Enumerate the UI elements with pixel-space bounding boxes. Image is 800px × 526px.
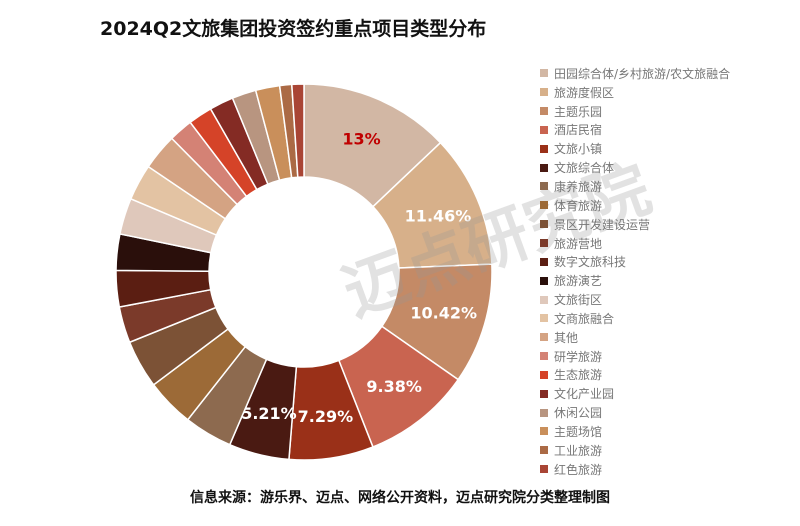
legend-label: 体育旅游 bbox=[554, 198, 603, 213]
legend-swatch bbox=[540, 276, 548, 285]
legend-item: 文商旅融合 bbox=[540, 309, 730, 328]
legend-swatch bbox=[540, 125, 548, 134]
legend-label: 文旅综合体 bbox=[554, 161, 615, 176]
legend-label: 红色旅游 bbox=[554, 462, 603, 477]
legend-label: 文商旅融合 bbox=[554, 311, 615, 326]
legend-swatch bbox=[540, 333, 548, 342]
legend-label: 其他 bbox=[554, 330, 579, 345]
legend-label: 田园综合体/乡村旅游/农文旅融合 bbox=[554, 66, 731, 81]
legend-item: 田园综合体/乡村旅游/农文旅融合 bbox=[540, 64, 730, 83]
legend-item: 生态旅游 bbox=[540, 366, 730, 385]
legend-label: 生态旅游 bbox=[554, 368, 603, 383]
legend-swatch bbox=[540, 408, 548, 417]
legend-item: 主题场馆 bbox=[540, 422, 730, 441]
legend-item: 景区开发建设运营 bbox=[540, 215, 730, 234]
legend-label: 酒店民宿 bbox=[554, 123, 603, 138]
legend-label: 旅游演艺 bbox=[554, 274, 603, 289]
legend-swatch bbox=[540, 88, 548, 97]
legend-label: 文旅小镇 bbox=[554, 142, 603, 157]
legend-item: 酒店民宿 bbox=[540, 121, 730, 140]
legend-item: 工业旅游 bbox=[540, 441, 730, 460]
legend-swatch bbox=[540, 352, 548, 361]
legend-swatch bbox=[540, 427, 548, 436]
legend-item: 红色旅游 bbox=[540, 460, 730, 479]
legend-item: 数字文旅科技 bbox=[540, 252, 730, 271]
chart-title: 2024Q2文旅集团投资签约重点项目类型分布 bbox=[100, 18, 487, 40]
data-label: 7.29% bbox=[298, 407, 354, 426]
legend-label: 研学旅游 bbox=[554, 349, 603, 364]
legend-item: 康养旅游 bbox=[540, 177, 730, 196]
data-label: 13% bbox=[342, 129, 380, 148]
legend: 田园综合体/乡村旅游/农文旅融合 旅游度假区主题乐园酒店民宿文旅小镇文旅综合体康养… bbox=[540, 64, 730, 479]
legend-swatch bbox=[540, 239, 548, 248]
legend-swatch bbox=[540, 69, 548, 78]
legend-swatch bbox=[540, 144, 548, 153]
legend-swatch bbox=[540, 295, 548, 304]
legend-swatch bbox=[540, 370, 548, 379]
legend-swatch bbox=[540, 163, 548, 172]
donut-slice bbox=[290, 83, 305, 178]
data-label: 9.38% bbox=[366, 377, 422, 396]
legend-label: 文化产业园 bbox=[554, 387, 615, 402]
legend-swatch bbox=[540, 314, 548, 323]
legend-swatch bbox=[540, 107, 548, 116]
legend-item: 旅游度假区 bbox=[540, 83, 730, 102]
data-label: 11.46% bbox=[405, 206, 472, 225]
legend-label: 休闲公园 bbox=[554, 406, 603, 421]
legend-swatch bbox=[540, 220, 548, 229]
legend-item: 休闲公园 bbox=[540, 403, 730, 422]
legend-swatch bbox=[540, 257, 548, 266]
data-label: 5.21% bbox=[241, 404, 297, 423]
legend-item: 文旅街区 bbox=[540, 290, 730, 309]
legend-item: 其他 bbox=[540, 328, 730, 347]
legend-label: 主题场馆 bbox=[554, 424, 603, 439]
legend-label: 旅游度假区 bbox=[554, 85, 615, 100]
legend-swatch bbox=[540, 446, 548, 455]
data-label: 10.42% bbox=[410, 304, 477, 323]
legend-swatch bbox=[540, 465, 548, 474]
legend-label: 康养旅游 bbox=[554, 179, 603, 194]
legend-item: 文化产业园 bbox=[540, 384, 730, 403]
legend-swatch bbox=[540, 182, 548, 191]
legend-label: 文旅街区 bbox=[554, 293, 603, 308]
source-note: 信息来源：游乐界、迈点、网络公开资料，迈点研究院分类整理制图 bbox=[190, 490, 610, 506]
legend-swatch bbox=[540, 389, 548, 398]
legend-label: 旅游营地 bbox=[554, 236, 603, 251]
legend-swatch bbox=[540, 201, 548, 210]
legend-item: 体育旅游 bbox=[540, 196, 730, 215]
legend-label: 工业旅游 bbox=[554, 443, 603, 458]
legend-item: 旅游演艺 bbox=[540, 271, 730, 290]
legend-label: 数字文旅科技 bbox=[554, 255, 627, 270]
legend-item: 文旅综合体 bbox=[540, 158, 730, 177]
legend-item: 旅游营地 bbox=[540, 234, 730, 253]
legend-item: 主题乐园 bbox=[540, 102, 730, 121]
legend-item: 文旅小镇 bbox=[540, 139, 730, 158]
legend-label: 景区开发建设运营 bbox=[554, 217, 651, 232]
legend-label: 主题乐园 bbox=[554, 104, 603, 119]
legend-item: 研学旅游 bbox=[540, 347, 730, 366]
